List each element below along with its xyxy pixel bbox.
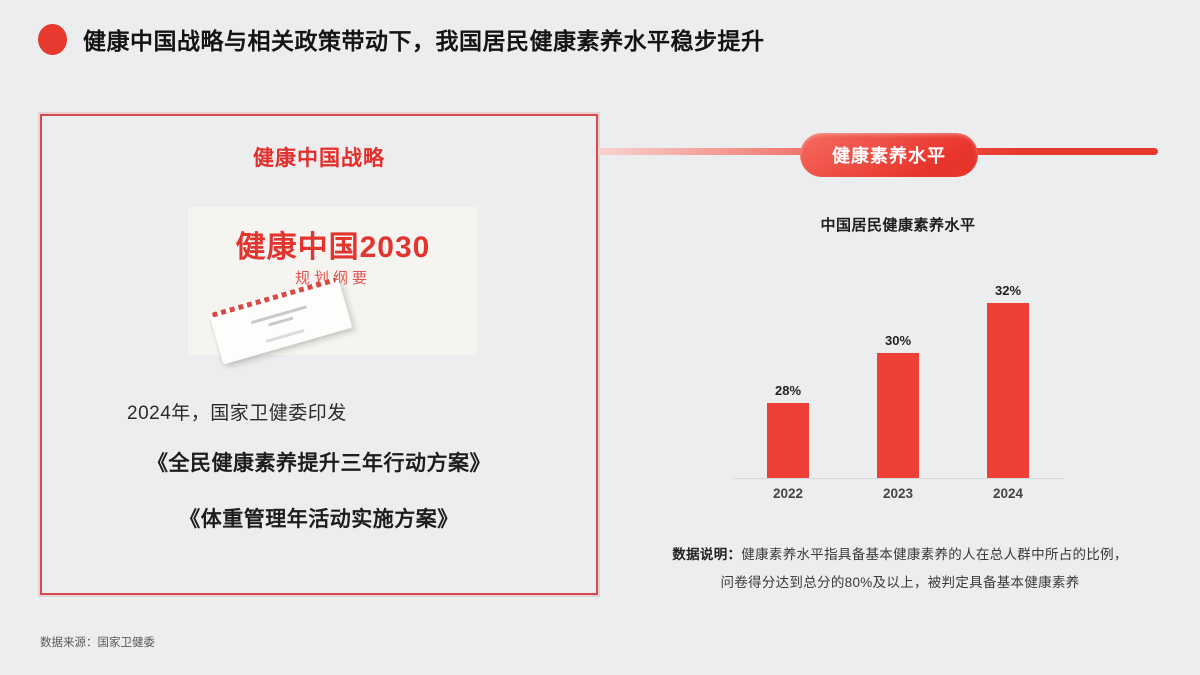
data-note: 数据说明：健康素养水平指具备基本健康素养的人在总人群中所占的比例， 问卷得分达到…: [640, 541, 1160, 597]
policy-document-1: 《全民健康素养提升三年行动方案》: [147, 452, 491, 475]
x-axis-tick-label: 2022: [772, 486, 804, 501]
bar-group: 28%: [753, 383, 823, 478]
booklet-text-line: [265, 328, 305, 343]
healthy-china-2030-image: 健康中国2030 规划纲要: [188, 207, 478, 365]
bar: [987, 303, 1029, 478]
header: 健康中国战略与相关政策带动下，我国居民健康素养水平稳步提升: [38, 22, 765, 56]
health-literacy-badge: 健康素养水平: [800, 133, 978, 177]
bar-chart: 28% 30% 32% 2022 2023 2024: [733, 270, 1063, 501]
data-note-label: 数据说明：: [672, 547, 742, 562]
booklet-graphic: [209, 277, 353, 365]
x-axis-tick-label: 2023: [882, 486, 914, 501]
chart-title: 中国居民健康素养水平: [820, 217, 976, 234]
bar-group: 32%: [973, 283, 1043, 478]
policy-document-2: 《体重管理年活动实施方案》: [179, 508, 459, 531]
bar-plot-area: 28% 30% 32%: [733, 270, 1063, 479]
bar-value-label: 28%: [774, 383, 802, 398]
policy-intro-text: 2024年，国家卫健委印发: [127, 403, 347, 424]
x-axis-labels: 2022 2023 2024: [733, 486, 1063, 501]
x-axis-tick-label: 2024: [992, 486, 1024, 501]
bar-value-label: 32%: [994, 283, 1022, 298]
data-source: 数据来源：国家卫健委: [40, 637, 155, 649]
bar-group: 30%: [863, 333, 933, 478]
data-note-line1: 健康素养水平指具备基本健康素养的人在总人群中所占的比例，: [741, 547, 1128, 562]
bar: [767, 403, 809, 478]
data-note-line2: 问卷得分达到总分的80%及以上，被判定具备基本健康素养: [720, 575, 1080, 590]
image-heading: 健康中国2030: [235, 231, 431, 264]
bar-value-label: 30%: [884, 333, 912, 348]
strategy-panel: 健康中国战略 健康中国2030 规划纲要 2024年，国家卫健委印发 《全民健康…: [40, 114, 598, 595]
bullet-dot-icon: [38, 23, 67, 55]
bar: [877, 353, 919, 478]
strategy-panel-title: 健康中国战略: [253, 147, 385, 170]
page-title: 健康中国战略与相关政策带动下，我国居民健康素养水平稳步提升: [83, 28, 765, 54]
